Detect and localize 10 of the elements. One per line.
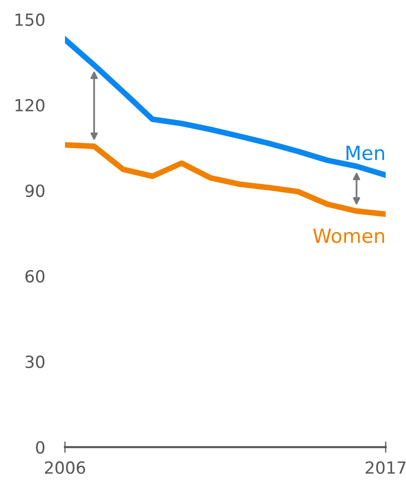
y-tick-label: 60 — [25, 270, 44, 283]
series-label: Women — [313, 228, 384, 244]
x-tick-label: 2017 — [366, 461, 406, 474]
y-tick-label: 0 — [36, 441, 44, 454]
y-tick-label: 120 — [16, 98, 44, 112]
y-tick-label: 90 — [25, 184, 44, 198]
x-tick-label: 2006 — [44, 461, 86, 474]
series-label: Men — [346, 146, 384, 160]
y-tick-label: 150 — [16, 13, 44, 26]
y-tick-label: 30 — [26, 356, 44, 368]
